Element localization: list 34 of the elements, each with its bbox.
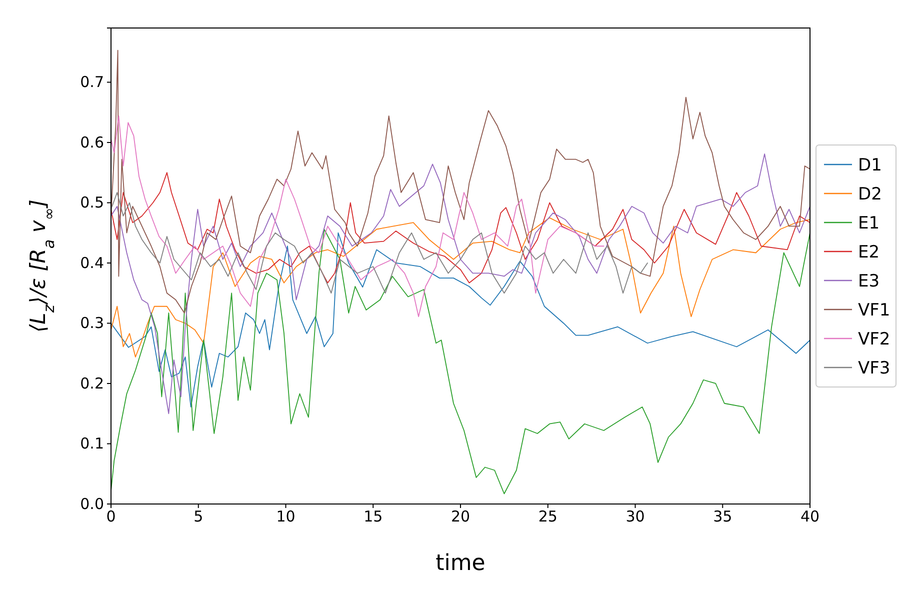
legend-label: VF1	[858, 300, 890, 320]
line-series	[110, 172, 810, 284]
line-series	[110, 232, 810, 408]
x-tick-label: 15	[364, 508, 383, 526]
line-series	[110, 153, 810, 414]
line-series	[110, 50, 810, 314]
legend-label: D1	[858, 155, 882, 176]
y-tick-label: 0.0	[80, 494, 104, 513]
legend-label: E1	[858, 213, 880, 234]
legend-label: D2	[858, 184, 882, 204]
y-tick-label: 0.4	[80, 254, 104, 272]
line-series	[110, 192, 648, 294]
x-tick-label: 20	[450, 508, 470, 526]
line-series	[110, 228, 810, 494]
x-tick-label: 10	[276, 508, 296, 526]
legend-label: E2	[858, 242, 880, 262]
legend-label: E3	[858, 271, 880, 292]
line-series	[110, 116, 604, 318]
y-tick-label: 0.1	[80, 434, 104, 453]
legend-label: VF2	[858, 329, 890, 350]
x-tick-label: 30	[626, 508, 645, 526]
line-series	[110, 217, 810, 358]
x-tick-label: 25	[538, 508, 558, 526]
y-tick-label: 0.5	[80, 194, 104, 212]
x-axis-title: time	[436, 551, 486, 576]
legend-label: VF3	[858, 358, 890, 378]
y-tick-label: 0.2	[80, 374, 104, 392]
x-tick-label: 0	[106, 508, 116, 526]
x-tick-label: 5	[194, 508, 204, 526]
x-tick-label: 35	[713, 508, 732, 526]
y-tick-label: 0.6	[80, 133, 104, 152]
x-tick-label: 40	[800, 508, 820, 526]
y-tick-label: 0.7	[80, 73, 104, 92]
y-tick-label: 0.3	[80, 314, 104, 332]
